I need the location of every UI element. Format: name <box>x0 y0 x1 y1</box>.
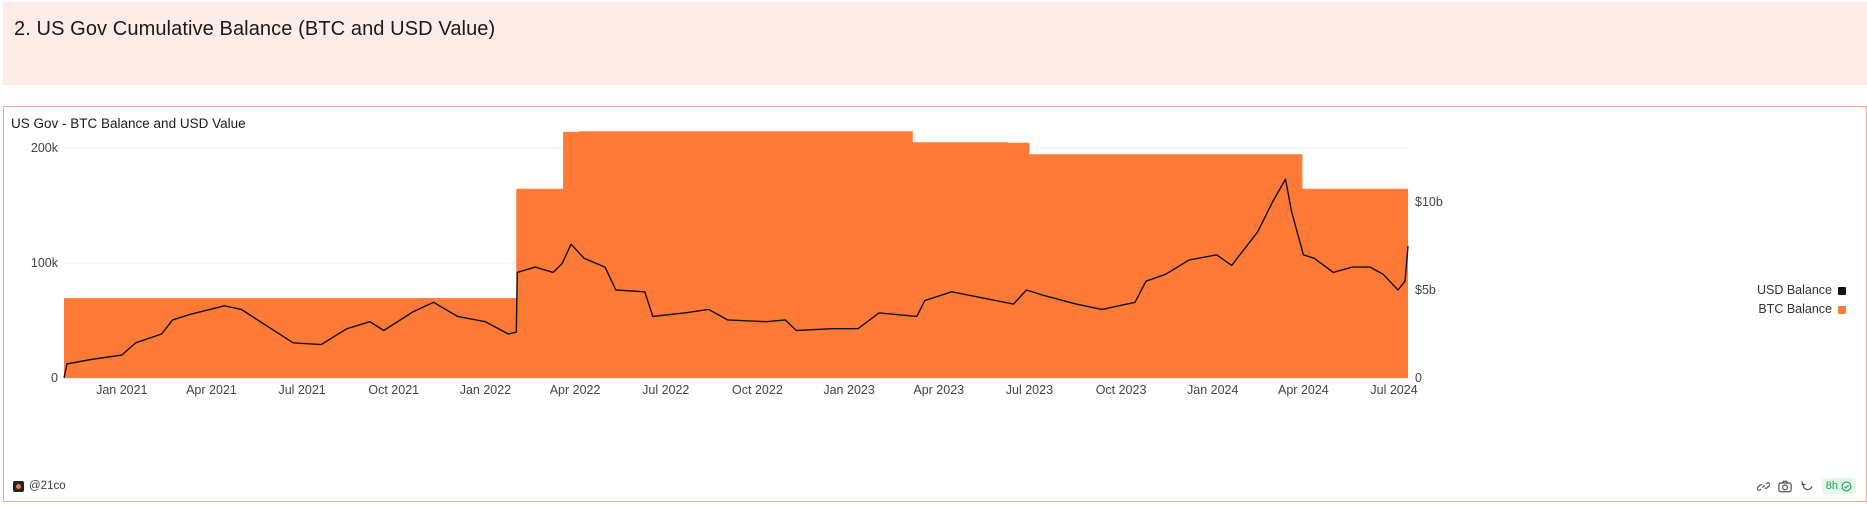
usd-swatch-icon <box>1838 286 1846 295</box>
author-avatar-icon <box>13 480 24 492</box>
x-tick-label: Oct 2022 <box>732 383 783 397</box>
x-tick-label: Apr 2024 <box>1278 383 1329 397</box>
chart-panel: US Gov - BTC Balance and USD Value 0 100k… <box>3 106 1867 502</box>
x-tick-label: Jul 2021 <box>278 383 325 397</box>
x-tick-label: Oct 2023 <box>1096 383 1147 397</box>
y-right-tick-label: $10b <box>1415 195 1443 209</box>
btc-balance-area <box>64 131 1408 378</box>
x-tick-label: Jan 2023 <box>823 383 874 397</box>
y-right-tick-label: $5b <box>1415 283 1436 297</box>
freshness-badge[interactable]: 8h <box>1821 478 1856 494</box>
axis-labels: 0 100k 200k 0 $5b $10b Jan 2021 Apr 2021 Jul 202… <box>31 141 1443 397</box>
x-tick-label: Jan 2024 <box>1187 383 1238 397</box>
author-credit[interactable]: @21co <box>13 480 66 492</box>
x-tick-label: Jan 2022 <box>460 383 511 397</box>
y-left-tick-label: 100k <box>31 256 59 270</box>
legend-item-btc-balance[interactable]: BTC Balance <box>1757 300 1846 319</box>
chart-svg: 0 100k 200k 0 $5b $10b Jan 2021 Apr 2021 Jul 202… <box>31 131 1443 397</box>
legend-label-usd: USD Balance <box>1756 283 1832 297</box>
section-header: 2. US Gov Cumulative Balance (BTC and US… <box>3 2 1867 85</box>
x-tick-label: Jan 2021 <box>96 383 147 397</box>
x-tick-label: Jul 2022 <box>642 383 689 397</box>
y-left-tick-label: 0 <box>51 371 58 385</box>
btc-swatch-icon <box>1838 305 1846 314</box>
chart-toolbar: 8h <box>1756 478 1856 494</box>
legend-item-usd-balance[interactable]: USD Balance <box>1757 281 1846 300</box>
legend-label-btc: BTC Balance <box>1758 302 1832 316</box>
btc-area-layer <box>64 131 1408 378</box>
x-tick-label: Apr 2022 <box>550 383 601 397</box>
freshness-age: 8h <box>1825 480 1838 492</box>
x-tick-label: Jul 2024 <box>1370 383 1417 397</box>
x-tick-label: Oct 2021 <box>368 383 419 397</box>
camera-icon[interactable] <box>1778 479 1793 494</box>
usd-balance-line <box>63 178 1409 379</box>
y-right-tick-label: 0 <box>1415 371 1422 385</box>
y-left-tick-label: 200k <box>31 141 59 155</box>
chain-link-icon[interactable] <box>1756 479 1771 494</box>
check-circle-icon <box>1841 480 1852 492</box>
chart-legend: USD Balance BTC Balance <box>1757 281 1846 319</box>
section-title: 2. US Gov Cumulative Balance (BTC and US… <box>14 18 496 40</box>
x-tick-label: Apr 2021 <box>186 383 237 397</box>
refresh-icon[interactable] <box>1800 479 1815 494</box>
x-tick-label: Jul 2023 <box>1006 383 1053 397</box>
chart-title: US Gov - BTC Balance and USD Value <box>11 116 246 131</box>
usd-line-layer <box>63 178 1409 379</box>
author-handle: @21co <box>29 480 66 492</box>
x-tick-label: Apr 2023 <box>913 383 964 397</box>
